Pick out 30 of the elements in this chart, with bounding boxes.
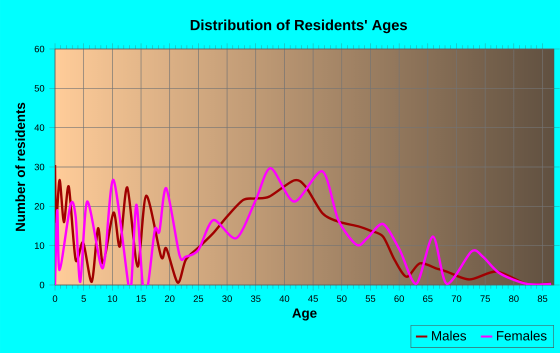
legend-label: Females	[497, 330, 547, 340]
x-tick-label: 40	[279, 295, 290, 302]
x-tick-label: 50	[336, 295, 347, 302]
x-tick-label: 0	[52, 295, 58, 302]
x-tick-label: 70	[452, 295, 462, 302]
chart-title: Distribution of Residents' Ages	[190, 19, 407, 34]
x-tick-label: 85	[538, 295, 548, 302]
legend-label: Males	[432, 330, 466, 340]
x-tick-label: 25	[194, 295, 204, 302]
x-tick-label: 75	[480, 295, 490, 302]
x-tick-label: 20	[164, 295, 175, 302]
y-tick-label: 40	[34, 124, 44, 131]
x-tick-label: 45	[308, 295, 318, 302]
x-tick-label: 80	[509, 295, 519, 302]
y-tick-label: 20	[34, 203, 44, 210]
x-tick-label: 30	[222, 295, 232, 302]
x-tick-label: 65	[423, 295, 433, 302]
x-tick-label: 60	[394, 295, 404, 302]
x-tick-label: 35	[250, 295, 261, 302]
y-tick-label: 60	[34, 46, 44, 52]
y-axis-title: Number of residents	[15, 102, 26, 231]
y-tick-label: 10	[34, 242, 44, 249]
x-tick-label: 55	[366, 295, 376, 302]
y-tick-label: 50	[34, 85, 44, 92]
y-tick-label: 30	[34, 164, 44, 170]
y-tick-label: 0	[40, 282, 44, 288]
x-axis-title: Age	[292, 308, 317, 320]
x-tick-label: 10	[108, 295, 118, 302]
x-tick-label: 5	[81, 295, 86, 302]
x-tick-label: 15	[136, 295, 146, 302]
